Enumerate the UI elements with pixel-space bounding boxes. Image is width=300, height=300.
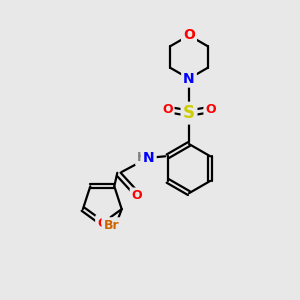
Text: O: O [97, 217, 108, 230]
Text: N: N [143, 151, 154, 165]
Text: O: O [162, 103, 173, 116]
Text: H: H [137, 151, 147, 164]
Text: O: O [131, 189, 142, 203]
Text: O: O [205, 103, 216, 116]
Text: N: N [183, 72, 195, 86]
Text: S: S [183, 104, 195, 122]
Text: Br: Br [103, 219, 119, 232]
Text: O: O [183, 28, 195, 42]
